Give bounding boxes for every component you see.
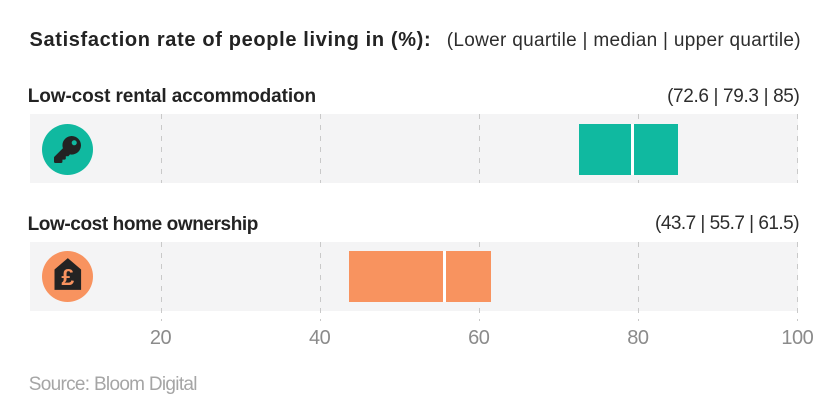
svg-text:£: £ bbox=[61, 264, 74, 290]
